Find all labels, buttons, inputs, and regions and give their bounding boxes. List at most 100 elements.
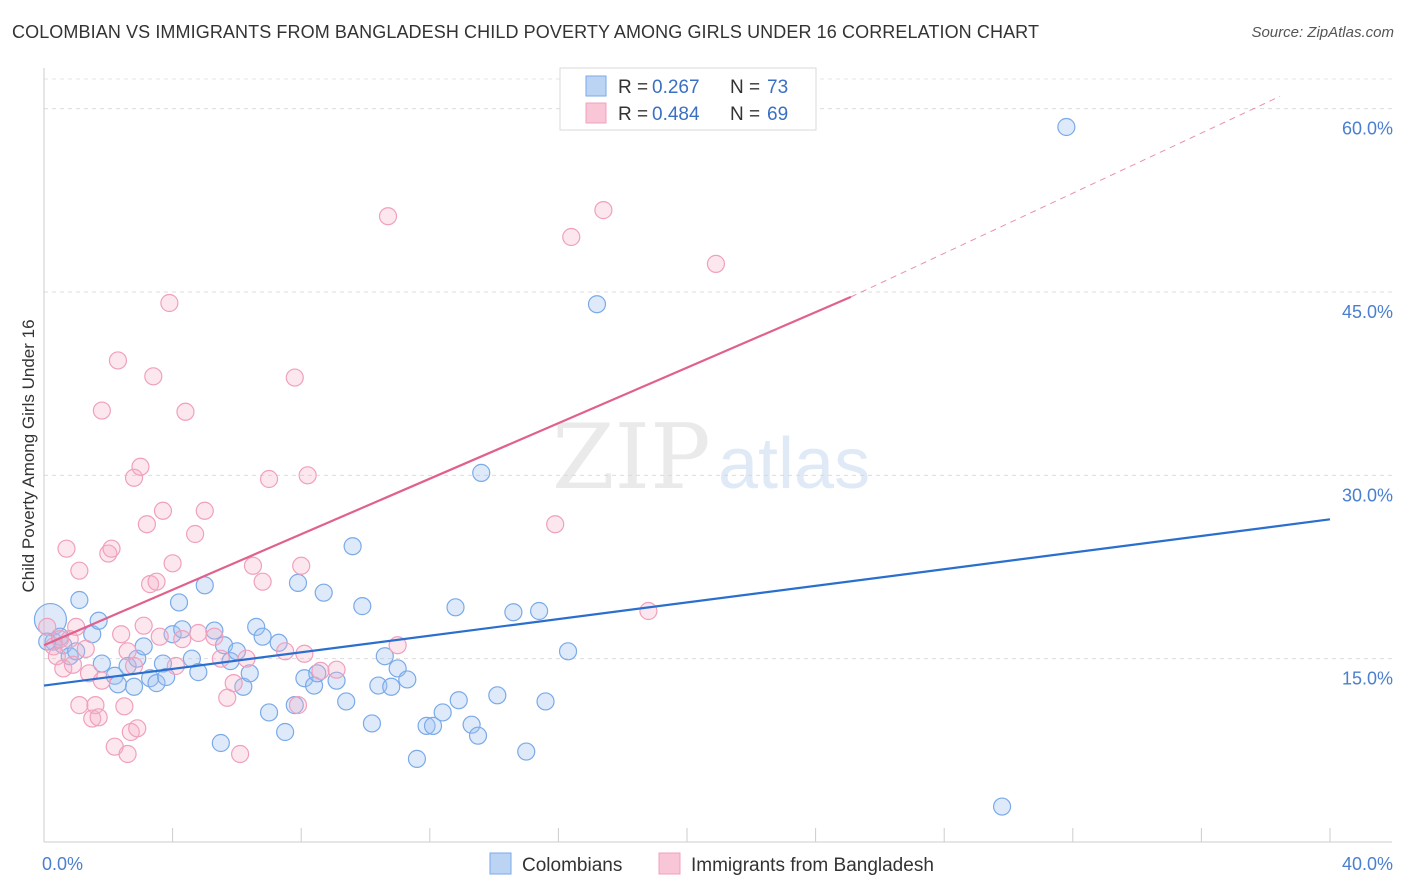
bottom-legend-label-bangladesh: Immigrants from Bangladesh — [691, 855, 934, 876]
point-bangladesh — [70, 696, 89, 715]
point-bangladesh — [231, 744, 250, 764]
point-bangladesh — [173, 630, 192, 649]
y-axis-label: Child Poverty Among Girls Under 16 — [19, 319, 38, 592]
legend-r-label-1: R = — [618, 77, 648, 98]
point-colombians — [308, 664, 327, 683]
point-bangladesh — [160, 293, 179, 313]
point-bangladesh — [224, 674, 243, 693]
point-bangladesh — [594, 201, 613, 220]
legend-swatch-colombians — [585, 75, 607, 97]
trend-line-colombians — [43, 518, 1331, 687]
point-bangladesh — [311, 661, 330, 680]
point-colombians — [259, 703, 279, 722]
point-bangladesh — [292, 556, 311, 575]
point-colombians — [288, 573, 308, 592]
point-colombians — [276, 722, 295, 742]
point-colombians — [407, 749, 427, 768]
point-colombians — [517, 742, 536, 761]
point-colombians — [462, 715, 481, 734]
point-bangladesh — [102, 539, 121, 558]
point-colombians — [1057, 117, 1076, 137]
point-colombians — [446, 598, 465, 617]
x-tick-label: 0.0% — [42, 854, 83, 874]
bottom-legend: Colombians Immigrants from Bangladesh — [489, 852, 934, 876]
point-bangladesh — [706, 254, 726, 273]
point-bangladesh — [205, 627, 224, 646]
point-colombians — [504, 603, 523, 622]
y-tick-label: 45.0% — [1342, 302, 1393, 322]
axes — [43, 68, 1392, 843]
point-bangladesh — [147, 572, 166, 591]
point-colombians — [240, 664, 259, 683]
point-bangladesh — [298, 466, 317, 485]
bottom-legend-swatch-colombians — [489, 852, 512, 875]
y-tick-labels: 15.0% 30.0% 45.0% 60.0% — [1342, 119, 1393, 689]
top-legend: R = 0.267 N = 73 R = 0.484 N = 69 — [559, 67, 817, 131]
point-colombians — [211, 733, 230, 753]
watermark: ZIP atlas — [552, 405, 870, 510]
point-bangladesh — [83, 709, 102, 728]
point-colombians — [247, 617, 266, 636]
trend-line-bangladesh — [43, 295, 852, 647]
point-bangladesh — [276, 642, 295, 661]
point-colombians — [353, 597, 372, 616]
point-bangladesh — [163, 554, 182, 573]
watermark-atlas: atlas — [718, 424, 870, 504]
point-colombians — [369, 676, 388, 695]
point-bangladesh — [288, 696, 308, 715]
point-bangladesh — [134, 616, 153, 635]
point-bangladesh — [70, 561, 89, 580]
point-bangladesh — [150, 627, 169, 646]
point-colombians — [992, 797, 1012, 816]
point-colombians — [375, 647, 394, 666]
y-tick-label: 60.0% — [1342, 119, 1393, 139]
legend-r-value-1: 0.267 — [652, 77, 700, 98]
point-colombians — [362, 714, 382, 733]
point-colombians — [314, 583, 333, 602]
point-colombians — [253, 627, 272, 646]
point-colombians — [134, 637, 153, 656]
point-colombians — [343, 537, 362, 556]
point-bangladesh — [327, 660, 346, 679]
x-tick-labels: 0.0% 40.0% — [42, 854, 1393, 874]
point-colombians — [558, 642, 578, 661]
point-bangladesh — [57, 539, 76, 558]
point-bangladesh — [186, 524, 205, 544]
point-colombians — [169, 593, 189, 612]
point-bangladesh — [99, 544, 118, 563]
legend-n-label-1: N = — [730, 77, 760, 98]
y-tick-label: 15.0% — [1342, 669, 1393, 689]
point-colombians — [147, 674, 166, 693]
point-bangladesh — [76, 639, 95, 658]
point-bangladesh — [243, 556, 263, 575]
legend-n-value-2: 69 — [767, 104, 788, 125]
point-bangladesh — [118, 744, 137, 764]
point-bangladesh — [285, 368, 304, 387]
point-colombians — [423, 716, 443, 735]
point-bangladesh — [295, 644, 314, 663]
point-colombians — [488, 686, 507, 705]
point-colombians — [108, 675, 128, 694]
x-tick-label: 40.0% — [1342, 854, 1393, 874]
bottom-legend-label-colombians: Colombians — [522, 855, 622, 876]
point-bangladesh — [562, 227, 581, 247]
trend-line-bangladesh-extension — [850, 95, 1281, 298]
point-bangladesh — [195, 501, 214, 520]
point-colombians — [468, 726, 488, 745]
point-colombians — [70, 590, 89, 610]
point-colombians — [449, 691, 468, 710]
point-colombians — [398, 670, 417, 689]
point-bangladesh — [166, 656, 185, 676]
legend-n-label-2: N = — [730, 104, 760, 125]
point-colombians — [337, 692, 356, 711]
point-bangladesh — [124, 468, 144, 487]
y-tick-label: 30.0% — [1342, 485, 1393, 505]
point-bangladesh — [38, 617, 57, 636]
point-colombians — [472, 463, 491, 482]
trend-lines — [43, 95, 1331, 687]
point-bangladesh — [108, 351, 128, 370]
point-bangladesh — [378, 207, 398, 226]
point-bangladesh — [63, 655, 83, 674]
point-colombians — [536, 692, 555, 711]
